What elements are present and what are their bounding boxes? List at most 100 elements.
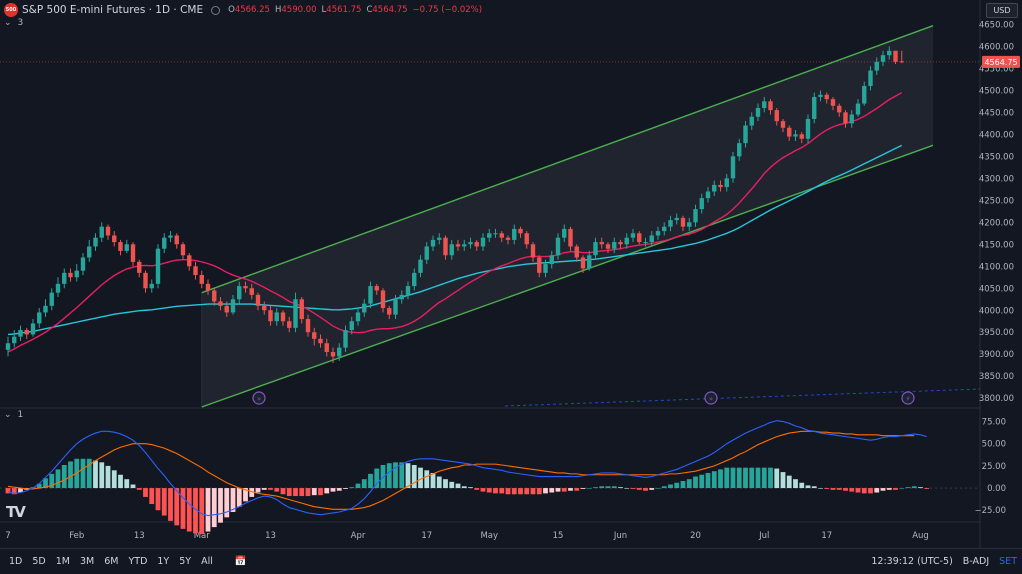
- candle-body: [224, 305, 229, 313]
- macd-histogram-bar: [630, 488, 636, 489]
- timeframe-1d-button[interactable]: 1D: [9, 556, 23, 567]
- candle-body: [499, 233, 504, 238]
- macd-histogram-bar: [330, 488, 336, 492]
- macd-histogram-bar: [243, 488, 248, 502]
- candle-body: [743, 125, 748, 144]
- candle-body: [587, 255, 592, 269]
- macd-histogram-bar: [168, 488, 173, 521]
- macd-histogram-bar: [880, 488, 886, 491]
- dividend-event-icon[interactable]: »: [252, 391, 266, 405]
- timeframe-1y-button[interactable]: 1Y: [157, 556, 170, 567]
- candle-body: [524, 233, 529, 245]
- price-scale-label: 3850.00: [979, 372, 1014, 382]
- candle-body: [412, 272, 417, 287]
- macd-histogram-bar: [218, 488, 223, 523]
- time-axis-label: 17: [821, 531, 832, 541]
- tradingview-logo-icon[interactable]: TV: [6, 503, 26, 521]
- projection-line: [504, 388, 981, 407]
- candle-body: [374, 286, 379, 291]
- candle-body: [337, 347, 342, 357]
- macd-histogram-bar: [486, 488, 492, 493]
- candle-body: [774, 110, 779, 122]
- candle-body: [12, 336, 17, 344]
- macd-histogram-bar: [311, 488, 317, 496]
- macd-histogram-bar: [336, 488, 342, 491]
- timeframe-buttons: 1D 5D 1M 3M 6M YTD 1Y 5Y All: [9, 556, 213, 567]
- chevron-down-icon[interactable]: ⌄: [4, 18, 12, 28]
- candle-body: [555, 237, 561, 256]
- badj-toggle[interactable]: B-ADJ: [962, 556, 990, 567]
- timeframe-5y-button[interactable]: 5Y: [179, 556, 192, 567]
- macd-histogram-bar: [743, 467, 748, 489]
- candle-body: [230, 299, 236, 313]
- candle-body: [262, 305, 267, 311]
- candle-body: [849, 114, 854, 124]
- candle-body: [5, 343, 11, 350]
- candle-body: [355, 312, 361, 322]
- macd-histogram-bar: [805, 485, 811, 489]
- macd-histogram-bar: [680, 480, 686, 489]
- candle-body: [737, 143, 742, 157]
- macd-histogram-bar: [343, 488, 348, 489]
- candle-body: [549, 255, 554, 265]
- macd-histogram-bar: [224, 488, 230, 518]
- macd-histogram-bar: [461, 486, 467, 489]
- currency-button[interactable]: USD: [986, 3, 1018, 18]
- macd-histogram-bar: [193, 488, 198, 534]
- candle-body: [699, 198, 704, 210]
- timeframe-3m-button[interactable]: 3M: [79, 556, 95, 567]
- macd-histogram-bar: [605, 486, 611, 489]
- candle-body: [249, 288, 254, 295]
- timeframe-ytd-button[interactable]: YTD: [128, 556, 148, 567]
- candle-body: [62, 272, 67, 284]
- candle-body: [80, 257, 86, 271]
- macd-histogram-bar: [899, 488, 905, 489]
- candle-body: [324, 343, 329, 353]
- indicator-toggle-main[interactable]: ⌄ 3: [4, 18, 23, 28]
- timeframe-1m-button[interactable]: 1M: [55, 556, 70, 567]
- macd-histogram-bar: [318, 488, 323, 496]
- timeframe-5d-button[interactable]: 5D: [32, 556, 46, 567]
- candle-body: [99, 226, 104, 238]
- macd-histogram-bar: [468, 487, 473, 489]
- macd-histogram-bar: [480, 488, 486, 492]
- indicator-toggle-macd[interactable]: ⌄ 1: [4, 410, 23, 420]
- set-toggle[interactable]: SET: [999, 556, 1017, 567]
- candle-body: [255, 294, 261, 306]
- candle-body: [749, 116, 754, 126]
- candle-body: [124, 244, 129, 251]
- candle-body: [662, 226, 667, 232]
- candle-body: [287, 321, 292, 328]
- macd-histogram-bar: [761, 467, 767, 489]
- candle-body: [899, 61, 904, 63]
- timeframe-all-button[interactable]: All: [201, 556, 213, 567]
- split-event-icon[interactable]: ⚡: [901, 391, 915, 405]
- dividend-event-icon[interactable]: »: [704, 391, 718, 405]
- macd-histogram-bar: [824, 488, 830, 489]
- candle-body: [624, 237, 629, 245]
- price-scale-label: 3900.00: [979, 350, 1014, 360]
- timeframe-6m-button[interactable]: 6M: [104, 556, 119, 567]
- candle-body: [487, 233, 492, 238]
- chevron-down-icon[interactable]: ⌄: [4, 410, 12, 420]
- symbol-title[interactable]: S&P 500 E-mini Futures · 1D · CME: [22, 4, 204, 16]
- ohlc-open: 4566.25: [234, 5, 270, 15]
- candle-body: [580, 257, 586, 269]
- candle-body: [405, 286, 411, 295]
- macd-histogram-bar: [105, 465, 111, 489]
- candle-body: [618, 242, 623, 245]
- chart-header: 500 S&P 500 E-mini Futures · 1D · CME O4…: [0, 0, 980, 20]
- macd-histogram-bar: [611, 486, 617, 489]
- calendar-icon[interactable]: 📅: [234, 556, 247, 567]
- macd-histogram-bar: [249, 488, 255, 497]
- macd-histogram-bar: [436, 476, 442, 489]
- price-scale-label: 3950.00: [979, 328, 1014, 338]
- candle-body: [837, 105, 842, 113]
- candle-body: [424, 246, 429, 260]
- candle-body: [237, 286, 242, 300]
- clock-display[interactable]: 12:39:12 (UTC-5): [871, 556, 953, 567]
- candle-body: [730, 156, 736, 179]
- macd-histogram-bar: [36, 483, 42, 489]
- candle-body: [643, 242, 648, 244]
